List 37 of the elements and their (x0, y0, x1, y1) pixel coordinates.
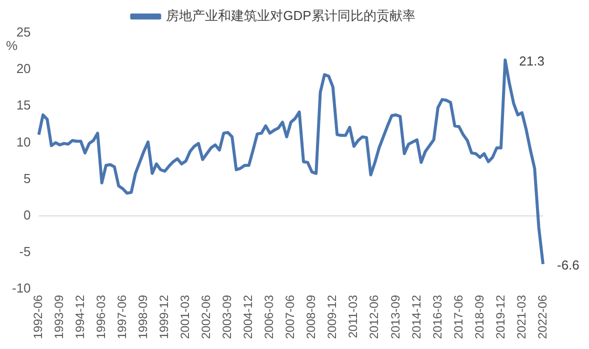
x-tick-label: 2003-09 (220, 294, 234, 340)
x-tick-label: 1993-09 (52, 294, 66, 340)
x-tick-label: 2006-03 (262, 294, 276, 340)
x-tick-label: 2004-12 (241, 294, 256, 340)
y-tick-label: -10 (12, 280, 31, 296)
x-tick-label: 2001-03 (178, 294, 192, 340)
x-tick-label: 2012-06 (367, 294, 382, 340)
y-tick-label: 15 (16, 98, 31, 113)
x-tick-label: 2016-03 (430, 294, 444, 340)
x-tick-label: 1998-09 (136, 294, 150, 340)
y-tick-label: 10 (16, 134, 31, 150)
x-tick-label: 1996-03 (94, 294, 108, 340)
x-tick-label: 2009-12 (325, 294, 340, 340)
y-tick-label: 5 (24, 170, 31, 186)
y-tick-label: 0 (24, 207, 31, 222)
x-tick-label: 1999-12 (157, 294, 172, 340)
x-tick-label: 2014-12 (409, 294, 424, 340)
y-tick-label: -5 (19, 244, 31, 259)
x-tick-label: 2021-03 (514, 294, 528, 340)
x-tick-label: 2022-06 (535, 294, 550, 340)
y-tick-label: 25 (16, 24, 31, 40)
x-tick-label: 2013-09 (388, 294, 402, 340)
y-tick-label: 20 (16, 61, 31, 76)
x-tick-label: 2019-12 (493, 294, 508, 340)
x-tick-label: 1997-06 (115, 294, 130, 340)
y-axis-title: % (6, 38, 18, 53)
x-tick-label: 2011-03 (346, 294, 360, 338)
data-label: 21.3 (519, 54, 544, 69)
legend-label: 房地产业和建筑业对GDP累计同比的贡献率 (166, 8, 416, 24)
x-tick-label: 2007-06 (283, 294, 298, 340)
x-tick-label: 2002-06 (199, 294, 214, 340)
x-tick-label: 2008-09 (304, 294, 318, 340)
x-tick-label: 1992-06 (31, 294, 46, 340)
x-tick-label: 2017-06 (451, 294, 466, 340)
x-tick-label: 2018-09 (472, 294, 486, 340)
x-tick-label: 1994-12 (73, 294, 88, 340)
data-label: -6.6 (557, 258, 580, 273)
